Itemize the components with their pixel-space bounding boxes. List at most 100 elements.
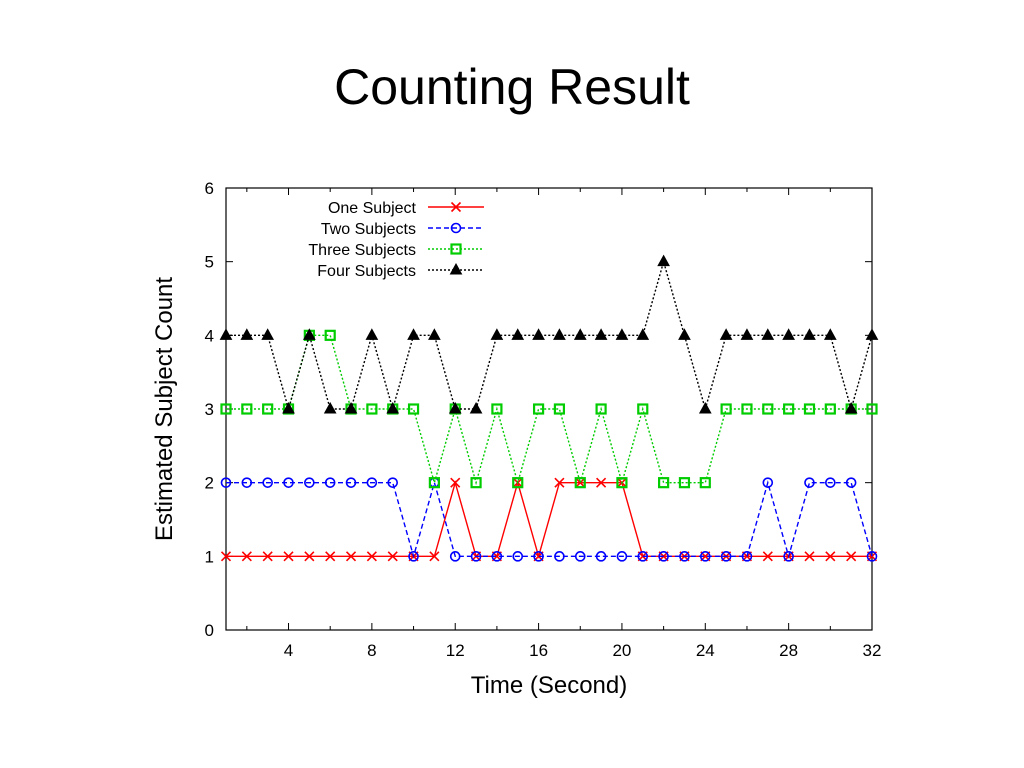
- slide-title: Counting Result: [334, 59, 690, 115]
- legend-item: One Subject: [328, 200, 484, 217]
- data-point: [596, 477, 607, 488]
- data-point: [762, 477, 774, 488]
- legend-label: One Subject: [328, 200, 417, 217]
- data-point: [323, 401, 337, 414]
- data-point: [658, 477, 670, 489]
- data-point: [532, 328, 545, 340]
- data-point: [866, 551, 878, 562]
- x-tick-label: 4: [284, 641, 293, 660]
- data-point: [554, 477, 565, 488]
- data-point: [386, 401, 400, 414]
- data-point: [573, 328, 587, 340]
- data-point: [491, 403, 503, 415]
- series-line: [226, 480, 872, 559]
- data-point: [491, 551, 503, 562]
- data-point: [219, 328, 233, 340]
- data-point: [345, 551, 357, 562]
- data-point: [554, 551, 565, 562]
- y-tick-label: 2: [205, 474, 214, 493]
- data-point: [804, 551, 815, 562]
- data-point: [553, 328, 566, 340]
- data-point: [240, 328, 254, 340]
- x-tick-label: 28: [779, 641, 798, 660]
- data-point: [575, 477, 586, 488]
- y-tick-label: 6: [205, 179, 214, 198]
- legend-marker: [450, 222, 462, 234]
- data-point: [241, 403, 253, 415]
- data-point: [637, 403, 649, 415]
- data-point: [407, 403, 420, 415]
- data-point: [699, 551, 711, 562]
- data-point: [428, 477, 440, 489]
- data-point: [762, 403, 774, 415]
- data-point: [574, 477, 586, 489]
- series-layer: [219, 254, 879, 562]
- data-point: [490, 328, 504, 340]
- data-point: [595, 403, 607, 415]
- data-point: [720, 403, 732, 415]
- data-point: [803, 328, 816, 340]
- x-tick-label: 12: [446, 641, 465, 660]
- data-point: [407, 328, 420, 340]
- data-point: [782, 328, 795, 340]
- data-point: [241, 551, 252, 562]
- data-point: [658, 551, 669, 562]
- data-point: [846, 551, 857, 562]
- data-point: [719, 328, 733, 340]
- data-point: [615, 328, 629, 340]
- data-point: [803, 403, 816, 415]
- data-point: [637, 551, 649, 562]
- data-point: [429, 477, 440, 488]
- data-point: [325, 551, 336, 562]
- data-point: [470, 551, 482, 562]
- x-tick-label: 8: [367, 641, 376, 660]
- legend-label: Two Subjects: [321, 221, 416, 238]
- data-point: [428, 328, 441, 340]
- data-point: [344, 401, 358, 414]
- data-point: [448, 401, 462, 414]
- legend-item: Three Subjects: [308, 242, 484, 259]
- data-point: [678, 328, 691, 340]
- data-point: [636, 328, 650, 340]
- data-point: [532, 403, 545, 415]
- data-point: [824, 403, 836, 415]
- data-point: [262, 551, 273, 562]
- data-point: [865, 328, 879, 340]
- legend-item: Four Subjects: [317, 262, 484, 280]
- legend-marker: [450, 201, 462, 213]
- data-point: [220, 551, 232, 562]
- y-axis-title: Estimated Subject Count: [151, 277, 178, 541]
- data-point: [262, 403, 274, 415]
- data-point: [429, 551, 440, 562]
- data-point: [740, 328, 754, 340]
- data-point: [262, 477, 273, 488]
- data-point: [678, 477, 691, 489]
- data-point: [220, 477, 232, 488]
- data-point: [866, 403, 878, 415]
- data-point: [616, 551, 628, 562]
- data-point: [450, 477, 461, 488]
- x-tick-label: 24: [696, 641, 715, 660]
- data-point: [387, 477, 399, 488]
- data-point: [283, 551, 294, 562]
- data-point: [783, 551, 794, 562]
- series-line: [226, 334, 872, 486]
- x-tick-label: 20: [612, 641, 631, 660]
- data-point: [449, 551, 461, 562]
- data-point: [470, 477, 482, 489]
- series-line: [226, 259, 873, 412]
- data-point: [304, 551, 315, 562]
- data-point: [804, 477, 815, 488]
- data-point: [345, 477, 357, 488]
- y-tick-label: 1: [205, 547, 214, 566]
- data-point: [366, 551, 377, 562]
- legend-label: Four Subjects: [317, 263, 416, 280]
- data-point: [574, 551, 586, 562]
- data-point: [303, 328, 316, 340]
- y-tick-label: 3: [205, 400, 214, 419]
- data-point: [698, 401, 712, 414]
- data-point: [845, 477, 857, 488]
- legend-item: Two Subjects: [321, 221, 484, 238]
